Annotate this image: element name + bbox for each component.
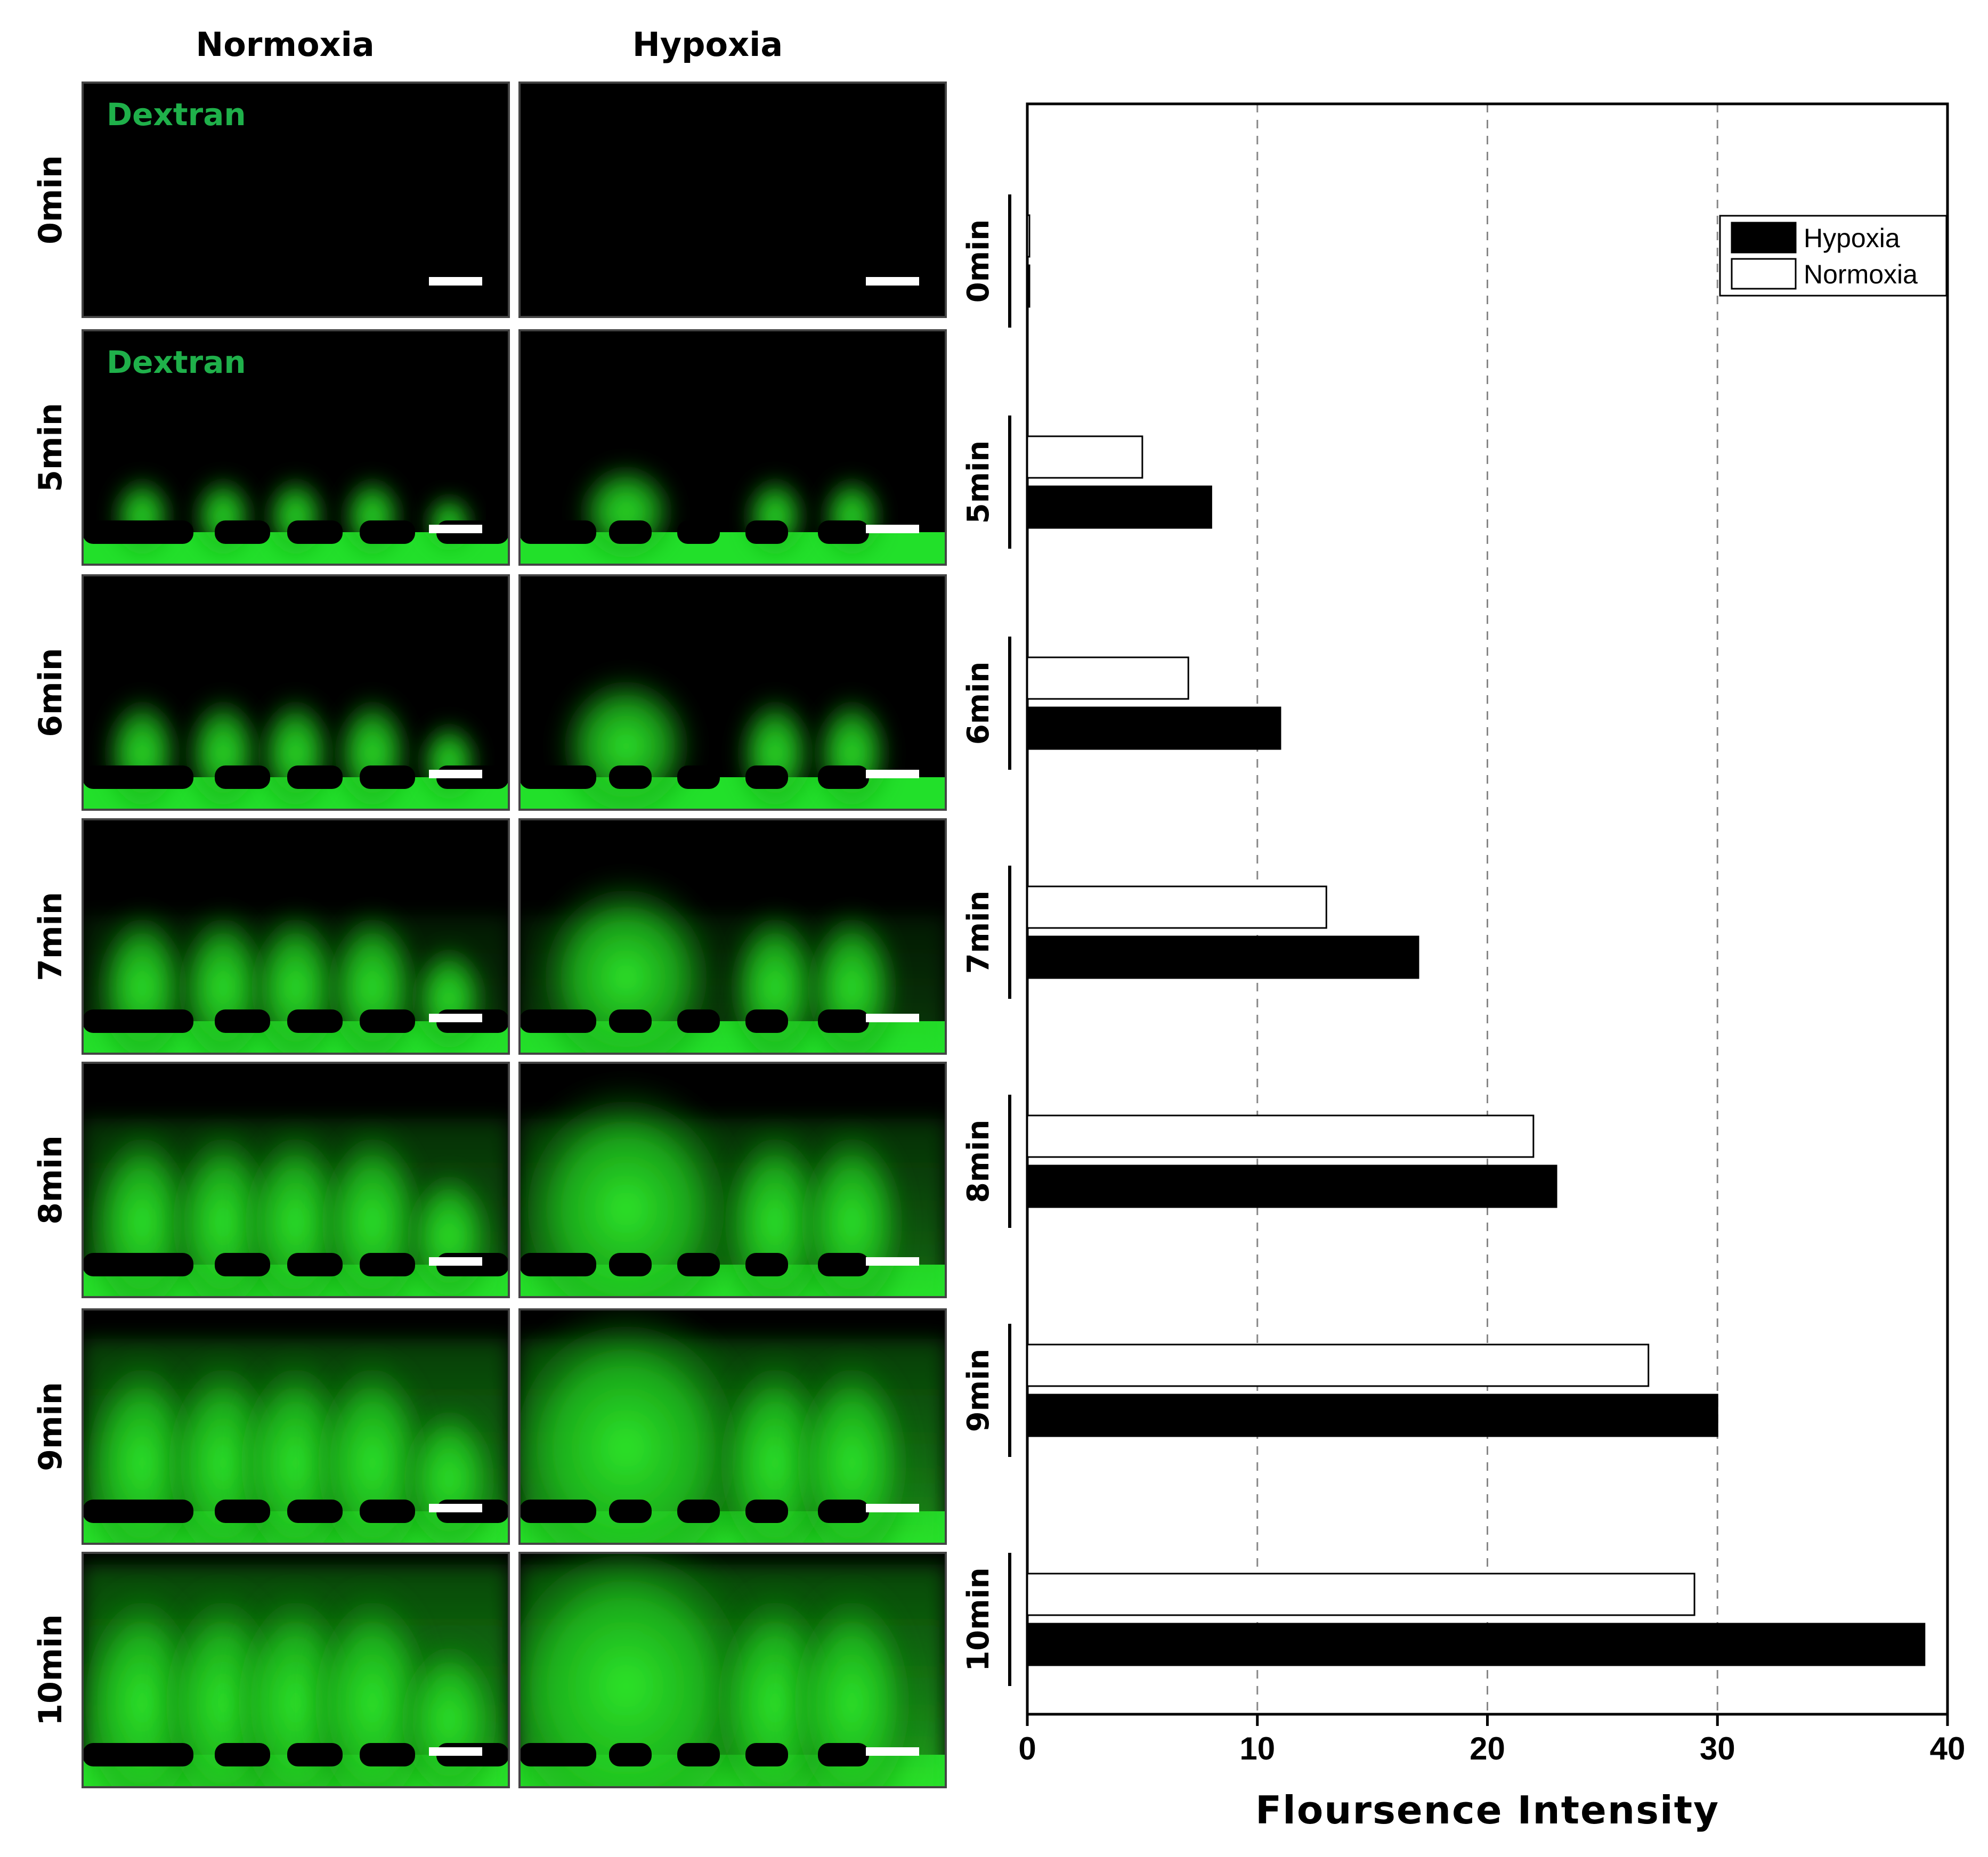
legend-label-normoxia: Normoxia (1804, 259, 1918, 289)
bar-hypoxia-10min (1026, 1623, 1926, 1666)
row-label-10min: 10min (32, 1614, 69, 1725)
micrograph-normoxia-10min (82, 1552, 510, 1788)
bar-normoxia-10min (1026, 1573, 1695, 1616)
scale-bar (866, 1257, 919, 1266)
category-label-7min: 7min (961, 891, 996, 974)
x-axis-title: Floursence Intensity (1255, 1788, 1719, 1832)
scale-bar (866, 1014, 919, 1022)
stain-label: Dextran (107, 344, 246, 380)
category-label-0min: 0min (961, 219, 996, 303)
category-label-10min: 10min (961, 1567, 996, 1671)
micrograph-hypoxia-9min (518, 1308, 947, 1545)
scale-bar (429, 1504, 482, 1512)
bar-hypoxia-7min (1026, 935, 1419, 979)
bar-hypoxia-9min (1026, 1394, 1718, 1437)
legend-swatch-normoxia (1731, 258, 1797, 290)
micrograph-hypoxia-8min (518, 1062, 947, 1298)
x-tick-label-20: 20 (1470, 1731, 1505, 1766)
bar-normoxia-7min (1026, 885, 1327, 929)
micrograph-normoxia-5min: Dextran (82, 329, 510, 566)
scale-bar (429, 770, 482, 778)
scale-bar (866, 277, 919, 286)
x-tick-label-0: 0 (1018, 1731, 1036, 1766)
category-label-5min: 5min (961, 441, 996, 524)
x-tick-label-10: 10 (1239, 1731, 1275, 1766)
bar-normoxia-5min (1026, 435, 1143, 479)
micrograph-normoxia-6min (82, 574, 510, 811)
row-label-6min: 6min (32, 648, 69, 737)
bar-chart: 0 10 20 30 40 Floursence Intensity 0min 5min 6mi… (961, 102, 1966, 1832)
micrograph-hypoxia-6min (518, 574, 947, 811)
scale-bar (429, 1257, 482, 1266)
bar-normoxia-0min (1026, 214, 1030, 258)
micrograph-normoxia-8min (82, 1062, 510, 1298)
column-header-normoxia: Normoxia (196, 25, 374, 64)
scale-bar (866, 1747, 919, 1756)
scale-bar (429, 1747, 482, 1756)
legend-label-hypoxia: Hypoxia (1804, 223, 1900, 253)
micrograph-hypoxia-0min (518, 82, 947, 318)
bar-normoxia-8min (1026, 1114, 1535, 1158)
category-label-6min: 6min (961, 662, 996, 745)
micrograph-normoxia-0min: Dextran (82, 82, 510, 318)
x-tick-label-30: 30 (1700, 1731, 1735, 1766)
micrograph-hypoxia-5min (518, 329, 947, 566)
scale-bar (429, 525, 482, 533)
bar-normoxia-6min (1026, 656, 1189, 700)
row-label-0min: 0min (32, 155, 69, 245)
column-header-hypoxia: Hypoxia (632, 25, 783, 64)
bar-hypoxia-6min (1026, 706, 1281, 750)
micrograph-hypoxia-7min (518, 818, 947, 1055)
bar-normoxia-9min (1026, 1343, 1650, 1387)
micrograph-normoxia-9min (82, 1308, 510, 1545)
scale-bar (866, 770, 919, 778)
scale-bar (866, 1504, 919, 1512)
scale-bar (866, 525, 919, 533)
bar-hypoxia-5min (1026, 485, 1212, 529)
legend: Hypoxia Normoxia (1719, 215, 1948, 297)
micrograph-grid: 0min Dextran 5min Dextran 6min 7min 8min 9min 10… (32, 82, 947, 1788)
micrograph-normoxia-7min (82, 818, 510, 1055)
legend-swatch-hypoxia (1731, 222, 1797, 254)
row-label-5min: 5min (32, 403, 69, 492)
bar-hypoxia-0min (1026, 264, 1030, 308)
scale-bar (429, 277, 482, 286)
category-label-8min: 8min (961, 1120, 996, 1203)
bar-hypoxia-8min (1026, 1164, 1557, 1208)
micrograph-hypoxia-10min (518, 1552, 947, 1788)
row-label-9min: 9min (32, 1382, 69, 1471)
category-label-9min: 9min (961, 1349, 996, 1432)
x-tick-label-40: 40 (1930, 1731, 1966, 1766)
scale-bar (429, 1014, 482, 1022)
row-label-7min: 7min (32, 892, 69, 981)
row-label-8min: 8min (32, 1135, 69, 1225)
stain-label: Dextran (107, 96, 246, 133)
